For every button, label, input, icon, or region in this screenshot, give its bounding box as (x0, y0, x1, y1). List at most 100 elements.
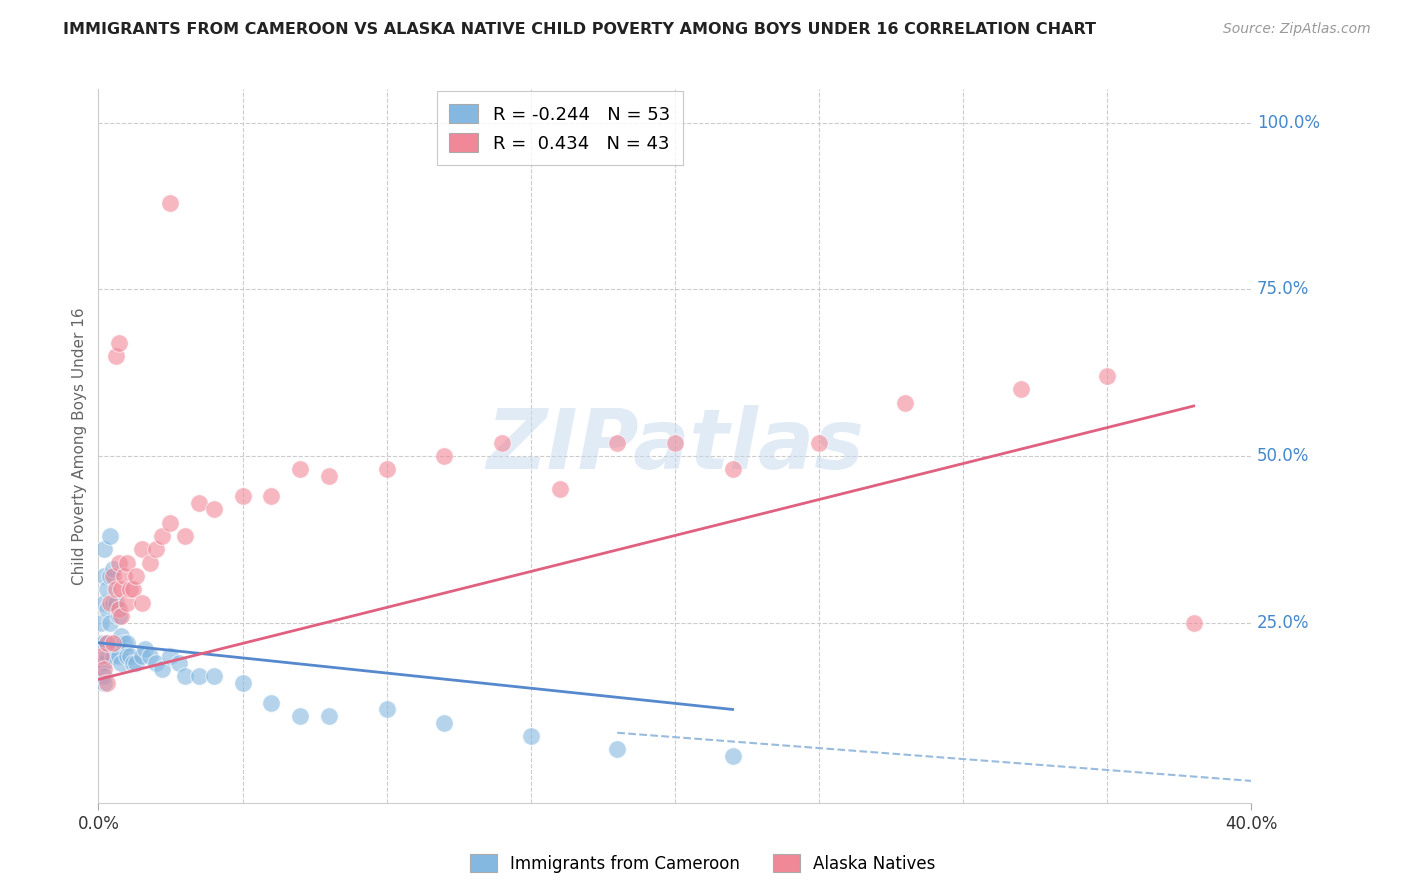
Point (122, 656, 145, 670)
Point (231, 489, 254, 503)
Point (93, 662, 115, 676)
Text: 100.0%: 100.0% (1257, 113, 1320, 131)
Point (260, 489, 283, 503)
Point (131, 596, 153, 610)
Point (104, 636, 127, 650)
Point (174, 669, 197, 683)
Point (188, 669, 211, 683)
Point (150, 662, 173, 676)
Point (104, 596, 127, 610)
Point (139, 649, 162, 664)
Point (93, 669, 115, 683)
Point (98, 615, 121, 630)
Point (101, 636, 124, 650)
Point (721, 462, 744, 476)
Text: ZIPatlas: ZIPatlas (486, 406, 863, 486)
Point (117, 596, 138, 610)
Point (433, 449, 456, 463)
Point (290, 462, 312, 476)
Point (664, 435, 686, 450)
Point (145, 542, 167, 557)
Point (117, 556, 138, 570)
Point (159, 195, 181, 210)
Point (93, 636, 115, 650)
Point (606, 742, 628, 756)
Point (290, 709, 312, 723)
Point (110, 582, 132, 597)
Point (112, 569, 135, 583)
Point (894, 395, 917, 409)
Point (548, 483, 571, 497)
Point (318, 469, 340, 483)
Point (107, 602, 129, 616)
Point (104, 349, 127, 363)
Point (120, 582, 142, 597)
Point (125, 656, 148, 670)
Point (117, 649, 138, 664)
Point (96, 582, 118, 597)
Point (107, 335, 129, 350)
Point (107, 609, 129, 624)
Point (96, 636, 118, 650)
Legend: Immigrants from Cameroon, Alaska Natives: Immigrants from Cameroon, Alaska Natives (464, 847, 942, 880)
Point (98, 529, 121, 543)
Point (98, 569, 121, 583)
Text: 50.0%: 50.0% (1257, 447, 1309, 465)
Point (96, 675, 118, 690)
Point (117, 636, 138, 650)
Point (110, 656, 132, 670)
Point (807, 435, 830, 450)
Point (1182, 615, 1205, 630)
Point (107, 556, 129, 570)
Point (98, 596, 121, 610)
Point (122, 582, 145, 597)
Point (145, 656, 167, 670)
Point (104, 582, 127, 597)
Point (150, 529, 173, 543)
Point (260, 696, 283, 710)
Point (112, 636, 135, 650)
Point (120, 649, 142, 664)
Point (202, 502, 225, 516)
Text: IMMIGRANTS FROM CAMEROON VS ALASKA NATIVE CHILD POVERTY AMONG BOYS UNDER 16 CORR: IMMIGRANTS FROM CAMEROON VS ALASKA NATIV… (63, 22, 1097, 37)
Text: 25.0%: 25.0% (1257, 614, 1309, 632)
Point (93, 542, 115, 557)
Text: 75.0%: 75.0% (1257, 280, 1309, 298)
Point (96, 602, 118, 616)
Point (110, 629, 132, 643)
Point (721, 749, 744, 764)
Point (101, 596, 124, 610)
Point (375, 462, 398, 476)
Point (433, 715, 456, 730)
Point (491, 435, 513, 450)
Point (90, 615, 112, 630)
Y-axis label: Child Poverty Among Boys Under 16: Child Poverty Among Boys Under 16 (72, 307, 87, 585)
Point (96, 636, 118, 650)
Point (101, 649, 124, 664)
Point (90, 669, 112, 683)
Point (375, 702, 398, 716)
Text: Source: ZipAtlas.com: Source: ZipAtlas.com (1223, 22, 1371, 37)
Point (96, 649, 118, 664)
Point (139, 556, 162, 570)
Point (167, 656, 190, 670)
Point (93, 675, 115, 690)
Point (1010, 382, 1032, 396)
Point (318, 709, 340, 723)
Point (231, 675, 254, 690)
Point (520, 729, 543, 743)
Point (188, 496, 211, 510)
Point (131, 649, 153, 664)
Point (1097, 368, 1119, 383)
Point (90, 636, 112, 650)
Legend: R = -0.244   N = 53, R =  0.434   N = 43: R = -0.244 N = 53, R = 0.434 N = 43 (437, 91, 682, 165)
Point (93, 656, 115, 670)
Point (202, 669, 225, 683)
Point (174, 529, 197, 543)
Point (125, 569, 148, 583)
Point (90, 649, 112, 664)
Point (134, 642, 156, 657)
Point (131, 542, 153, 557)
Point (606, 435, 628, 450)
Point (101, 562, 124, 576)
